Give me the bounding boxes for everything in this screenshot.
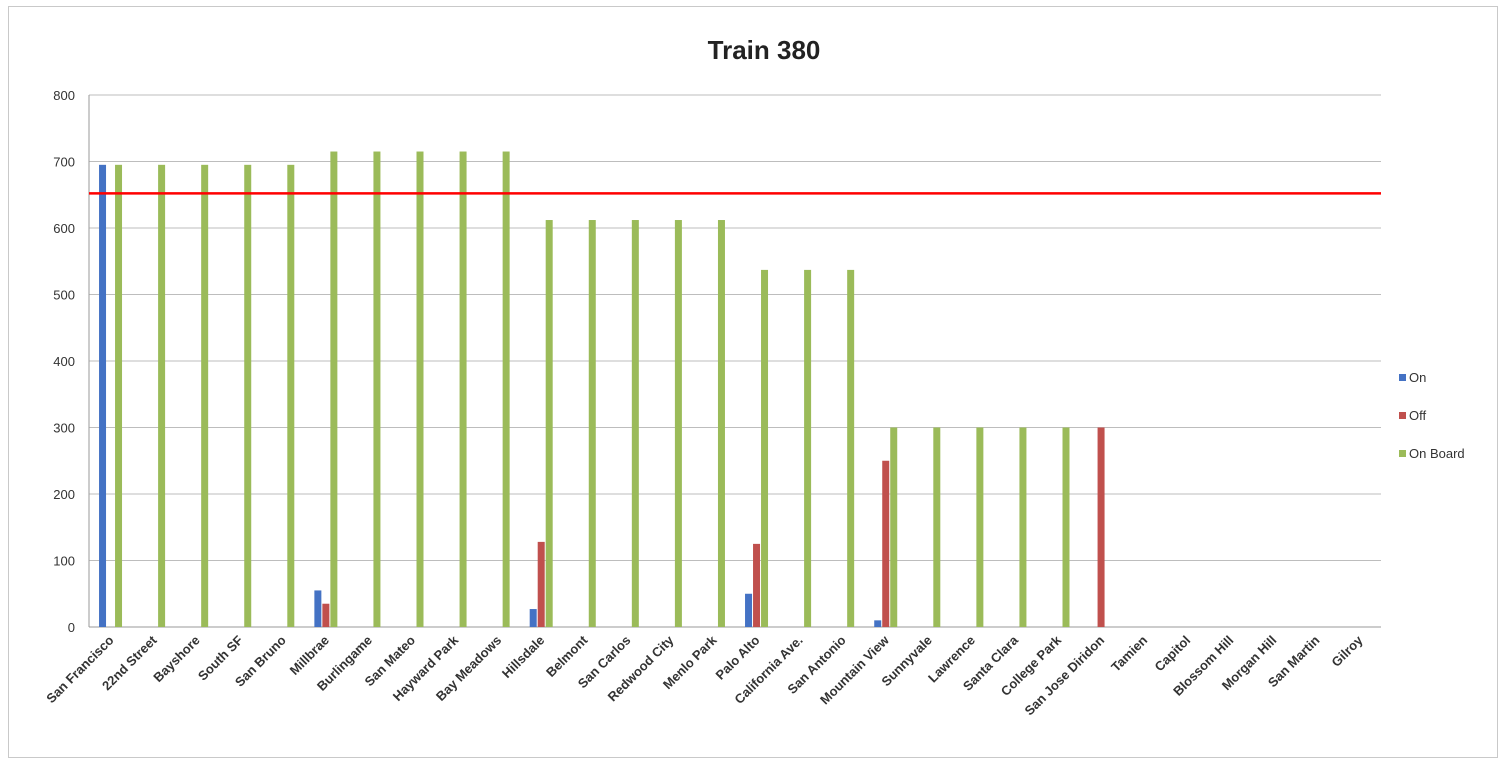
y-tick-label: 300 bbox=[53, 421, 75, 436]
legend-label: On Board bbox=[1409, 446, 1465, 461]
y-tick-label: 800 bbox=[53, 88, 75, 103]
bar-on-board bbox=[933, 427, 941, 627]
y-tick-label: 600 bbox=[53, 221, 75, 236]
bar-off bbox=[1097, 427, 1105, 627]
bar-on-board bbox=[847, 269, 855, 627]
legend-swatch bbox=[1399, 412, 1406, 419]
bar-on-board bbox=[244, 164, 252, 627]
bar-off bbox=[537, 541, 545, 627]
y-axis-ticks: 0 100 200 300 400 500 600 700 800 bbox=[53, 88, 75, 635]
legend-label: On bbox=[1409, 370, 1426, 385]
y-tick-label: 200 bbox=[53, 487, 75, 502]
legend: On Off On Board bbox=[1399, 370, 1465, 461]
bar-on-board bbox=[330, 151, 338, 627]
x-tick-label: San Jose Diridon bbox=[1021, 632, 1107, 718]
y-tick-label: 400 bbox=[53, 354, 75, 369]
bar-on-board bbox=[158, 164, 166, 627]
bar-on-board bbox=[804, 269, 812, 627]
bar-on-board bbox=[287, 164, 295, 627]
bar-on-board bbox=[761, 269, 769, 627]
x-tick-label: San Francisco bbox=[43, 632, 116, 705]
x-tick-label: Capitol bbox=[1152, 633, 1194, 675]
bar-on bbox=[745, 593, 753, 627]
y-tick-label: 700 bbox=[53, 155, 75, 170]
x-tick-label: Hillsdale bbox=[499, 633, 547, 681]
x-tick-label: Gilroy bbox=[1328, 632, 1366, 670]
bar-on-board bbox=[115, 164, 123, 627]
bar-on bbox=[314, 590, 322, 627]
bar-off bbox=[322, 603, 330, 627]
bar-off bbox=[753, 543, 761, 627]
y-tick-label: 100 bbox=[53, 554, 75, 569]
bar-on-board bbox=[588, 220, 596, 627]
bar-on-board bbox=[201, 164, 209, 627]
chart-frame: Train 380 0 100 200 300 400 500 600 700 800 San … bbox=[8, 6, 1498, 758]
bar-off bbox=[882, 460, 890, 627]
bar-on-board bbox=[1019, 427, 1027, 627]
x-tick-label: Bayshore bbox=[150, 633, 203, 686]
legend-label: Off bbox=[1409, 408, 1426, 423]
bar-on-board bbox=[976, 427, 984, 627]
legend-swatch bbox=[1399, 374, 1406, 381]
bar-on-board bbox=[674, 220, 682, 627]
bar-on-board bbox=[1062, 427, 1070, 627]
bar-on-board bbox=[890, 427, 898, 627]
chart-title: Train 380 bbox=[708, 35, 821, 65]
bar-on-board bbox=[545, 220, 553, 627]
legend-swatch bbox=[1399, 450, 1406, 457]
bars bbox=[99, 151, 1105, 627]
bar-on-board bbox=[373, 151, 381, 627]
gridlines bbox=[88, 94, 1381, 628]
bar-chart: Train 380 0 100 200 300 400 500 600 700 800 San … bbox=[43, 35, 1465, 718]
bar-on-board bbox=[631, 220, 639, 627]
x-tick-label: Tamien bbox=[1108, 632, 1150, 674]
bar-on-board bbox=[416, 151, 424, 627]
y-tick-label: 0 bbox=[68, 620, 75, 635]
bar-on bbox=[874, 620, 882, 627]
bar-on-board bbox=[459, 151, 467, 627]
bar-on-board bbox=[502, 151, 510, 627]
bar-on bbox=[529, 609, 537, 627]
y-tick-label: 500 bbox=[53, 288, 75, 303]
bar-on-board bbox=[717, 220, 725, 627]
bar-on bbox=[99, 164, 107, 627]
